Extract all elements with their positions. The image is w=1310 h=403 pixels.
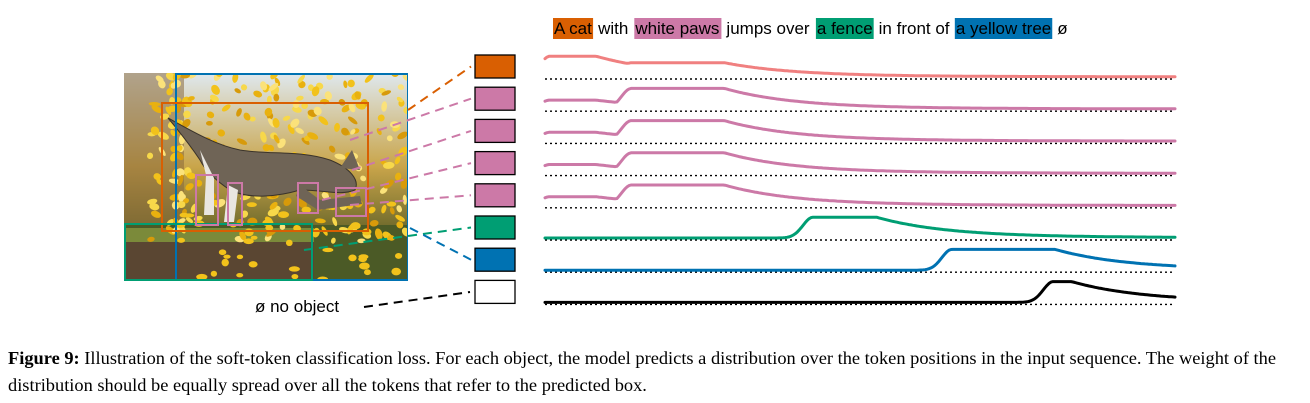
- sentence-token: white paws: [634, 19, 719, 38]
- photo-bounding-boxes: [124, 73, 408, 281]
- distribution-curves: [543, 54, 1177, 306]
- token-box-tree: [474, 247, 516, 272]
- distribution-curve-no-object: [543, 280, 1177, 304]
- distribution-curve-paw: [543, 151, 1177, 175]
- distribution-curve-paw: [543, 183, 1177, 207]
- token-box-no-object: [474, 279, 516, 305]
- sentence-token: with: [597, 19, 628, 38]
- connector-fence: [303, 226, 472, 251]
- bbox-cat: [161, 102, 369, 232]
- connector-paw: [349, 97, 472, 141]
- token-box-paw: [474, 118, 516, 144]
- token-box-fence: [474, 215, 516, 240]
- distribution-curve-paw: [543, 119, 1177, 143]
- token-box-paw: [474, 183, 516, 208]
- caption-text: Illustration of the soft-token classific…: [8, 348, 1277, 395]
- token-highlight: [634, 18, 722, 39]
- distribution-curve-paw: [543, 86, 1177, 111]
- sentence-token: a yellow tree: [956, 19, 1051, 38]
- no-object-connector: [363, 291, 471, 308]
- token-highlight: [553, 18, 594, 39]
- connector-paw: [351, 129, 472, 171]
- token-highlight: [815, 18, 874, 39]
- connector-cat: [407, 65, 472, 111]
- distribution-curve-fence: [543, 215, 1177, 240]
- sentence-token: a fence: [817, 19, 873, 38]
- figure-caption: Figure 9: Illustration of the soft-token…: [8, 345, 1304, 399]
- bbox-paw: [335, 187, 367, 217]
- distribution-curve-tree: [543, 247, 1177, 272]
- bbox-paw: [195, 174, 219, 226]
- token-highlight: [954, 18, 1053, 39]
- figure-diagram: A cat with white paws jumps over a fence in f…: [124, 18, 1177, 316]
- distribution-curve-cat: [543, 54, 1177, 79]
- connector-tree: [409, 227, 472, 261]
- token-box-paw: [474, 86, 516, 111]
- connector-paw: [349, 194, 472, 206]
- sentence-token: in front of: [879, 19, 950, 38]
- bbox-paw: [227, 182, 243, 226]
- no-object-label: ø no object: [255, 297, 339, 316]
- sentence-token: ø: [1057, 19, 1067, 38]
- sentence-token: jumps over: [725, 19, 809, 38]
- cat-photo: [124, 73, 408, 281]
- connector-lines: [303, 65, 472, 261]
- token-box-cat: [474, 54, 516, 79]
- token-box-paw: [474, 150, 516, 176]
- connector-paw: [321, 162, 472, 201]
- predicted-token-boxes: [474, 54, 516, 305]
- sentence-token: A cat: [554, 19, 592, 38]
- token-sentence: A cat with white paws jumps over a fence in f…: [553, 18, 1068, 39]
- caption-label: Figure 9:: [8, 348, 80, 368]
- bbox-paw: [297, 182, 319, 214]
